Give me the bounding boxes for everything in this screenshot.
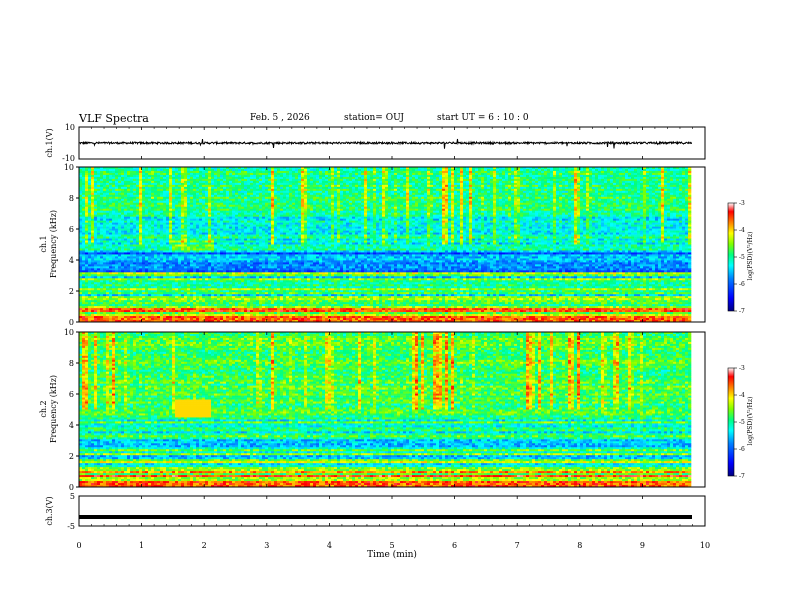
ch3-ytick-top: 5 <box>70 492 75 501</box>
ch1-ytick-top: 10 <box>65 123 75 132</box>
x-tick-label-6: 6 <box>452 541 457 550</box>
cbticks2-label-1: -4 <box>739 392 745 399</box>
ch2-spectrogram-image <box>79 332 691 487</box>
ytick1-label-3: 6 <box>69 225 74 234</box>
x-tick-label-3: 3 <box>264 541 269 550</box>
cbticks1-label-2: -5 <box>739 254 745 261</box>
ch2-colorbar <box>728 368 734 476</box>
ch2-colorbar-ticks: -3 -4 -5 -6 -7 <box>734 365 745 480</box>
ch1-spectrogram-image <box>79 167 691 322</box>
ch3-trace-panel: 5 -5 ch.3(V) <box>45 492 705 531</box>
x-tick-label-9: 9 <box>640 541 645 550</box>
ch1-ytick-bottom: -10 <box>62 154 75 163</box>
ytick2-label-3: 6 <box>69 390 74 399</box>
ytick1-label-1: 2 <box>69 287 74 296</box>
cbticks2-label-3: -6 <box>739 446 745 453</box>
ch1-colorbar-label: log(PSD)(V²/Hz) <box>747 232 754 281</box>
x-tick-label-0: 0 <box>76 541 81 550</box>
ytick2-label-1: 2 <box>69 452 74 461</box>
x-axis-label: Time (min) <box>367 549 417 560</box>
ch1-colorbar <box>728 203 734 311</box>
ytick2-label-4: 8 <box>69 359 74 368</box>
ch1-spec-ylabel: Frequency (kHz) <box>49 210 58 278</box>
ch2-spec-ylabel: Frequency (kHz) <box>49 375 58 443</box>
x-tick-label-7: 7 <box>515 541 520 550</box>
ch1-spec-channel-label: ch.1 <box>39 235 48 252</box>
ch2-colorbar-label: log(PSD)(V²/Hz) <box>747 397 754 446</box>
x-tick-label-10: 10 <box>700 541 710 550</box>
x-tick-label-2: 2 <box>202 541 207 550</box>
ch3-ytick-bottom: -5 <box>67 522 75 531</box>
ytick2-label-2: 4 <box>69 421 74 430</box>
ytick2-label-5: 10 <box>64 328 74 337</box>
ytick1-label-4: 8 <box>69 194 74 203</box>
ytick2-label-0: 0 <box>69 483 74 492</box>
ch1-colorbar-ticks: -3 -4 -5 -6 -7 <box>734 200 745 315</box>
cbticks2-label-2: -5 <box>739 419 745 426</box>
ch3-ylabel: ch.3(V) <box>45 496 54 525</box>
x-tick-label-4: 4 <box>327 541 332 550</box>
x-tick-label-8: 8 <box>577 541 582 550</box>
ytick1-label-5: 10 <box>64 163 74 172</box>
ytick1-label-0: 0 <box>69 318 74 327</box>
ytick1-label-2: 4 <box>69 256 74 265</box>
cbticks1-label-3: -6 <box>739 281 745 288</box>
ch2-yticks: 0 2 4 6 8 10 <box>64 328 79 492</box>
ch1-waveform-panel: 10 -10 ch.1(V) <box>45 123 705 163</box>
x-tick-label-1: 1 <box>139 541 144 550</box>
ch1-yticks: 0 2 4 6 8 10 <box>64 163 79 327</box>
cbticks1-label-0: -3 <box>739 200 745 207</box>
cbticks1-label-4: -7 <box>739 308 745 315</box>
ch2-spec-channel-label: ch.2 <box>39 400 48 417</box>
cbticks2-label-0: -3 <box>739 365 745 372</box>
ch1-ylabel: ch.1(V) <box>45 128 54 157</box>
cbticks2-label-4: -7 <box>739 473 745 480</box>
x-tick-label-5: 5 <box>389 541 394 550</box>
cbticks1-label-1: -4 <box>739 227 745 234</box>
